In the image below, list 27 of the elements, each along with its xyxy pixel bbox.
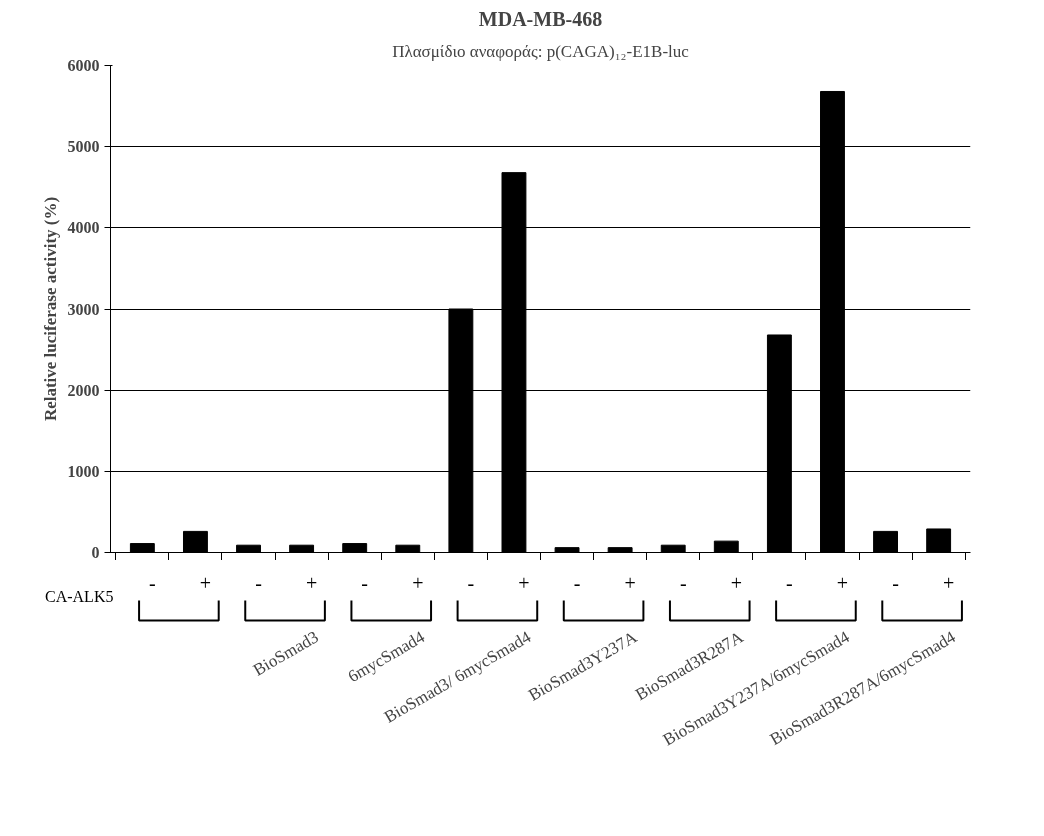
x-tick-label: - [149, 572, 156, 594]
y-tick-label: 0 [91, 544, 100, 561]
y-tick-label: 2000 [67, 381, 100, 399]
x-tick-label: + [518, 572, 530, 594]
x-tick-label: - [786, 572, 793, 594]
x-tick-label: - [679, 572, 687, 594]
x-tick-label: + [199, 572, 212, 594]
x-tick-label: + [412, 572, 424, 594]
chart-subtitle: Πλασμίδιο αναφοράς: p(CAGA)₁₂-E1B-luc [392, 41, 690, 61]
x-tick-label: + [836, 572, 849, 594]
x-tick-label: - [361, 572, 369, 594]
y-tick-label: 4000 [67, 219, 100, 237]
y-tick-label: 5000 [67, 138, 100, 156]
x-tick-label: + [730, 572, 742, 594]
x-tick-label: + [624, 572, 636, 594]
chart-title: MDA-MB-468 [478, 7, 603, 30]
x-tick-label: + [305, 572, 318, 594]
y-tick-label: 3000 [67, 300, 100, 318]
x-tick-label: - [573, 572, 581, 594]
x-tick-label: + [943, 572, 955, 594]
text: CA-ALK5 [45, 587, 114, 607]
y-axis-title: Relative luciferase activity (%) [40, 196, 60, 422]
y-tick-label: 1000 [67, 462, 100, 480]
x-tick-label: - [892, 572, 899, 594]
x-tick-label: - [255, 572, 262, 594]
y-tick-label: 6000 [67, 57, 100, 74]
x-tick-label: - [467, 572, 475, 594]
